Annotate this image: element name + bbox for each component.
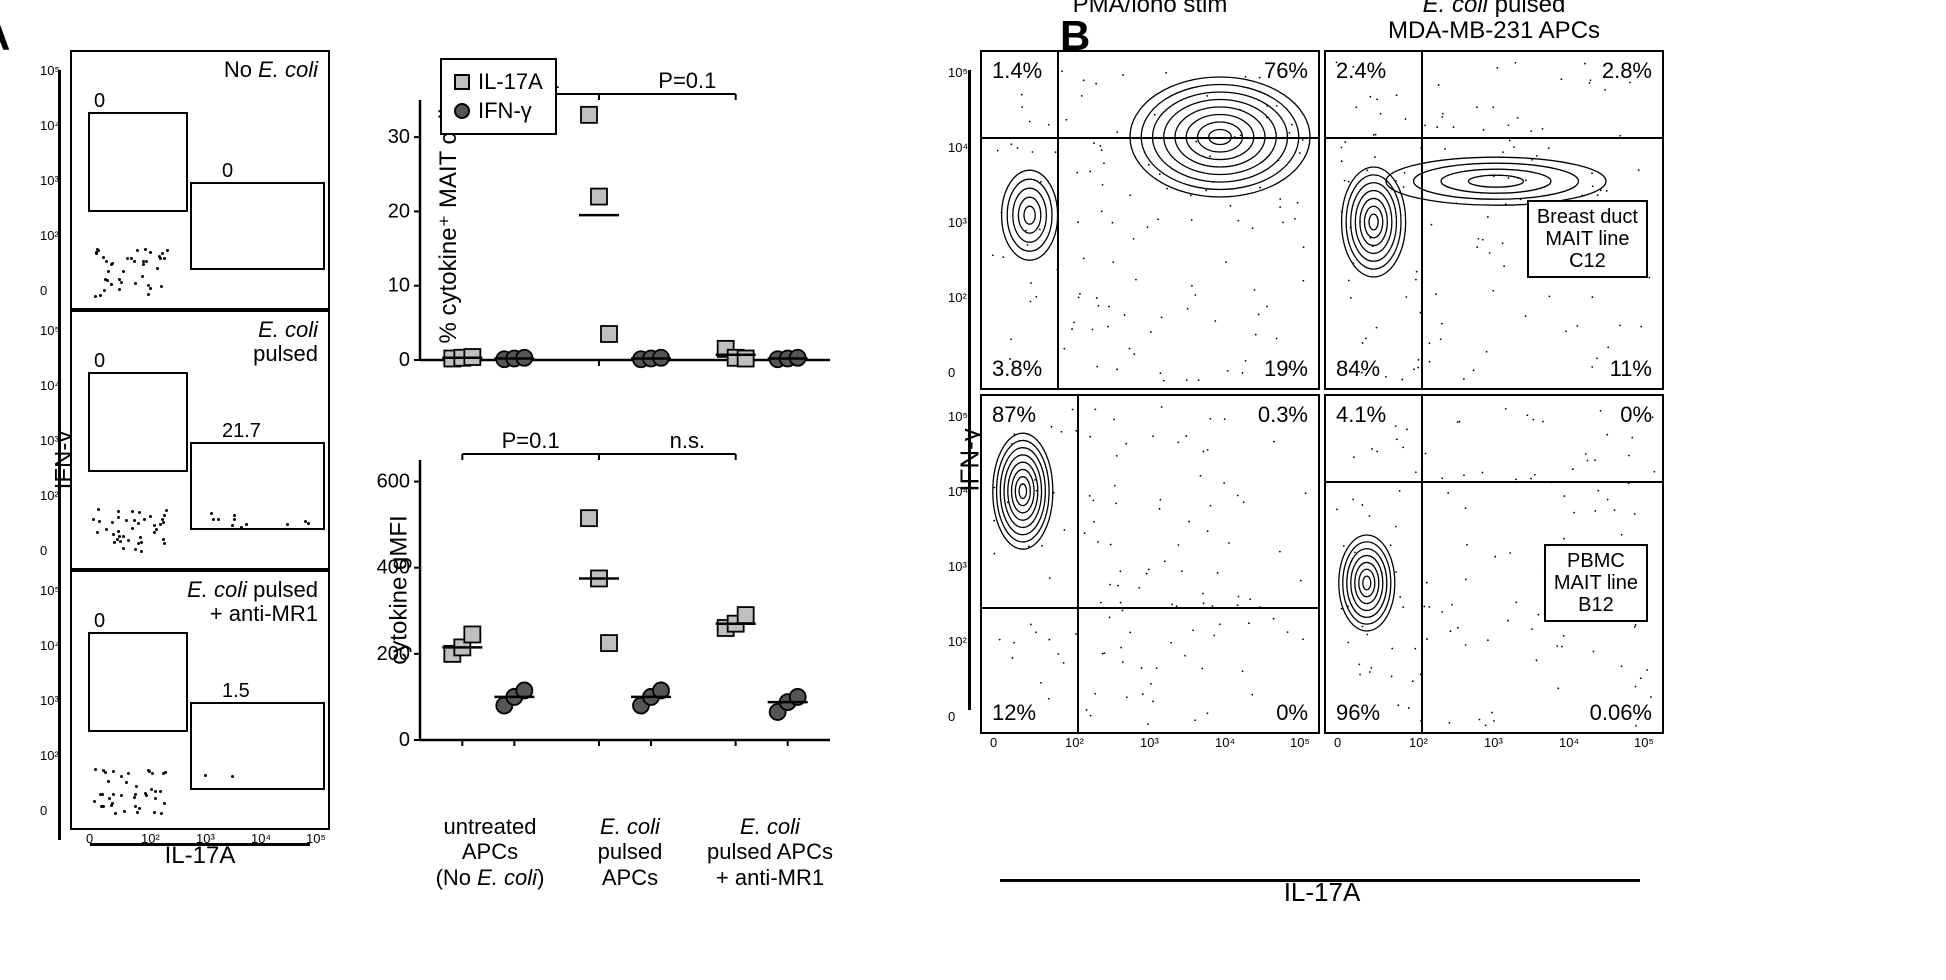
svg-text:0: 0: [399, 729, 410, 751]
contour-plot-2: 87%0.3%12%0%010²10³10⁴10⁵010²10³10⁴10⁵: [980, 394, 1320, 734]
gate-ifng-label: 0: [94, 610, 105, 633]
figure-root: A IFN-γ No E. coli00010²10³10⁴10⁵E. coli…: [20, 20, 1926, 870]
legend-label-il17a: IL-17A: [478, 68, 543, 97]
flow-plot-1: E. colipulsed021.7010²10³10⁴10⁵: [70, 310, 330, 570]
legend: IL-17A IFN-γ: [440, 58, 557, 135]
xaxis-bar: [90, 843, 310, 846]
gate-ifng-label: 0: [94, 350, 105, 373]
gate-ifng: [88, 372, 188, 472]
svg-text:10: 10: [388, 275, 410, 297]
gate-ifng: [88, 112, 188, 212]
col-title-1: E. coli pulsedMDA-MB-231 APCs: [1324, 0, 1664, 45]
gate-il17a: [190, 442, 325, 530]
panel-b-grid: 1.4%76%3.8%19%010²10³10⁴10⁵2.4%2.8%84%11…: [980, 50, 1664, 734]
gate-ifng-label: 0: [94, 90, 105, 113]
gate-il17a-label: 0: [222, 160, 233, 183]
flow-xlabel: IL-17A: [70, 842, 330, 870]
panel-b: IFN-γ PMA/iono stim E. coli pulsedMDA-MB…: [980, 50, 1664, 870]
panel-a: IFN-γ No E. coli00010²10³10⁴10⁵E. colipu…: [70, 20, 840, 870]
svg-text:20: 20: [388, 200, 410, 222]
svg-text:n.s.: n.s.: [670, 428, 705, 453]
panel-a-label: A: [0, 12, 10, 60]
svg-text:P=0.1: P=0.1: [502, 428, 560, 453]
legend-ifng: IFN-γ: [454, 97, 543, 126]
xaxis-categories: untreatedAPCs(No E. coli) E. colipulsedA…: [420, 814, 840, 890]
gate-ifng: [88, 632, 188, 732]
xcat-1: E. colipulsedAPCs: [560, 814, 700, 890]
flow-plot-2: E. coli pulsed+ anti-MR101.5010²10³10⁴10…: [70, 570, 330, 830]
legend-label-ifng: IFN-γ: [478, 97, 532, 126]
flow-title-2: E. coli pulsed+ anti-MR1: [187, 578, 318, 626]
svg-text:600: 600: [377, 471, 410, 493]
contour-plot-1: 2.4%2.8%84%11%Breast ductMAIT lineC12: [1324, 50, 1664, 390]
flow-title-1: E. colipulsed: [253, 318, 318, 366]
panel-b-ybar: [968, 70, 971, 710]
gate-il17a: [190, 182, 325, 270]
panel-b-xlabel: IL-17A: [1284, 877, 1361, 908]
gate-il17a: [190, 702, 325, 790]
contour-plot-0: 1.4%76%3.8%19%010²10³10⁴10⁵: [980, 50, 1320, 390]
flow-title-0: No E. coli: [224, 58, 318, 82]
xcat-0: untreatedAPCs(No E. coli): [420, 814, 560, 890]
scatter2-ylabel: cytokine gMFI: [386, 515, 414, 664]
svg-text:P=0.1: P=0.1: [658, 68, 716, 93]
gate-il17a-label: 1.5: [222, 680, 250, 703]
flow-plots-column: IFN-γ No E. coli00010²10³10⁴10⁵E. colipu…: [70, 50, 330, 870]
contour-plot-3: 4.1%0%96%0.06%PBMCMAIT lineB12010²10³10⁴…: [1324, 394, 1664, 734]
col-title-0: PMA/iono stim: [980, 0, 1320, 18]
square-icon: [454, 74, 470, 90]
svg-text:0: 0: [399, 349, 410, 371]
plot-box-label: Breast ductMAIT lineC12: [1527, 200, 1648, 278]
flow-plot-0: No E. coli00010²10³10⁴10⁵: [70, 50, 330, 310]
xcat-2: E. colipulsed APCs+ anti-MR1: [700, 814, 840, 890]
svg-text:30: 30: [388, 126, 410, 148]
circle-icon: [454, 103, 470, 119]
scatter-chart-gmfi: cytokine gMFI 0200400600P=0.1n.s. untrea…: [360, 410, 840, 770]
plot-box-label: PBMCMAIT lineB12: [1544, 544, 1648, 622]
scatter-chart-percent: % cytokine⁺ MAIT cells 0102030P<0.1P=0.1…: [360, 50, 840, 390]
scatter-column: % cytokine⁺ MAIT cells 0102030P<0.1P=0.1…: [360, 50, 840, 870]
gate-il17a-label: 21.7: [222, 420, 261, 443]
legend-il17a: IL-17A: [454, 68, 543, 97]
